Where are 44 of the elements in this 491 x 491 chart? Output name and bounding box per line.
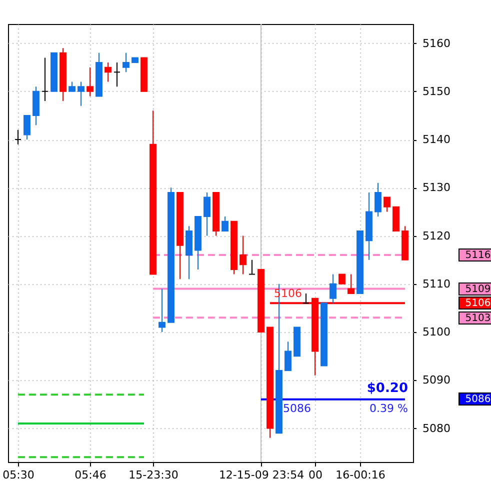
- candlestick: [338, 274, 346, 284]
- candlestick: [42, 57, 48, 102]
- x-tick-label: 12-15-09 23:54: [218, 468, 304, 482]
- text: 5106: [465, 298, 491, 309]
- candlestick: [240, 235, 246, 275]
- text: 5086: [465, 394, 491, 405]
- y-tick-label: 5160: [422, 36, 450, 50]
- candlestick: [68, 81, 76, 92]
- x-tick-label: 05:46: [74, 468, 106, 482]
- y-tick-label: 5090: [422, 374, 450, 387]
- y-tick-label: 5150: [422, 84, 450, 98]
- text: 5116: [465, 250, 491, 261]
- candlestick: [330, 274, 336, 304]
- text: 5103: [465, 313, 491, 324]
- y-tick-label: 5080: [422, 422, 450, 435]
- candlestick: [302, 293, 310, 304]
- x-tick-label: 15-23:30: [128, 468, 178, 482]
- y-tick-label: 5140: [422, 133, 450, 146]
- candlestick: [248, 259, 256, 275]
- x-tick-label: 00: [308, 468, 322, 482]
- candlestick: [284, 341, 292, 372]
- annotation: 5086: [283, 402, 311, 415]
- candlestick: [158, 288, 166, 333]
- y-tick-label: 5100: [422, 326, 450, 339]
- annotation: 0.39 %: [370, 402, 408, 415]
- candlestick: [14, 129, 22, 145]
- candlestick: [104, 62, 112, 82]
- y-tick-label: 5120: [422, 229, 450, 242]
- candlestick: [86, 66, 94, 97]
- candlestick: [348, 274, 354, 294]
- candlestick: [222, 216, 228, 232]
- annotation: $0.20: [366, 381, 408, 396]
- candlestick: [24, 114, 30, 140]
- candlestick: [204, 192, 210, 236]
- candlestick: [114, 62, 120, 88]
- candlestick: [78, 81, 84, 106]
- candlestick: [374, 182, 382, 218]
- x-tick-label: 05:30: [2, 468, 34, 482]
- x-tick-label: 16-00:16: [336, 468, 386, 482]
- y-tick-label: 5110: [422, 277, 450, 290]
- candlestick: [384, 196, 390, 212]
- candlestick: [122, 52, 130, 73]
- y-tick-label: 5130: [422, 181, 450, 194]
- text: 5109: [465, 284, 491, 295]
